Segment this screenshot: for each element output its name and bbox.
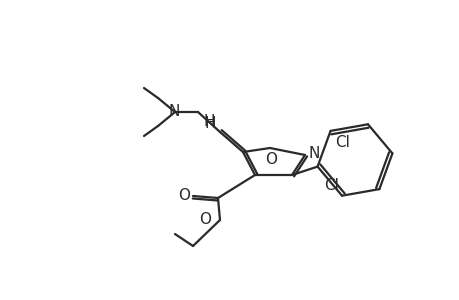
Text: N: N: [308, 146, 319, 161]
Text: H: H: [204, 116, 215, 130]
Text: H: H: [203, 113, 214, 128]
Text: O: O: [199, 212, 211, 227]
Text: Cl: Cl: [324, 178, 339, 193]
Text: O: O: [264, 152, 276, 166]
Text: N: N: [168, 104, 179, 119]
Text: Cl: Cl: [335, 135, 349, 150]
Text: O: O: [178, 188, 190, 203]
